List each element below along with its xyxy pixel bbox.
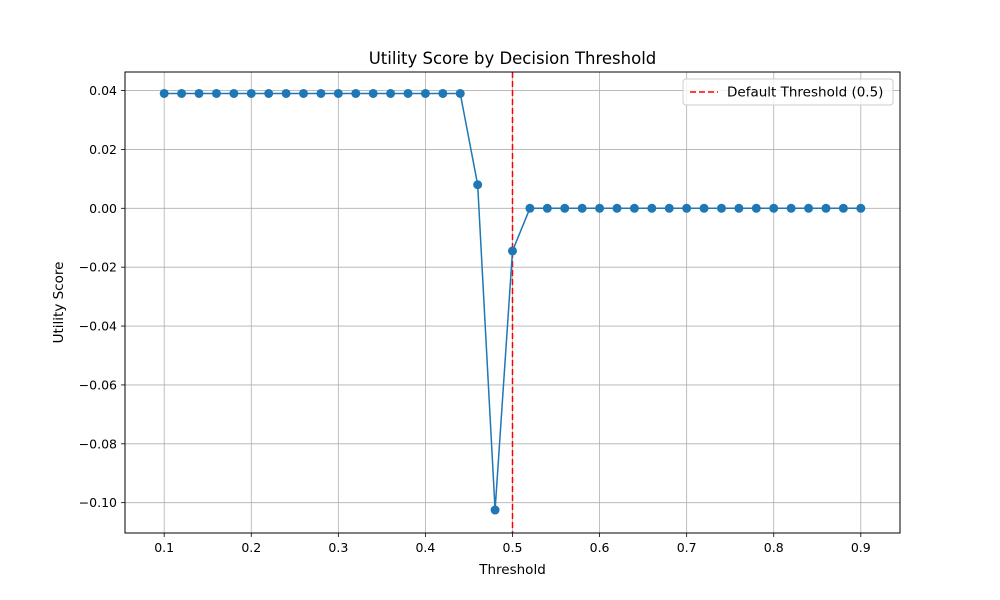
data-point (438, 88, 448, 98)
series-layer (159, 88, 866, 515)
data-point (455, 88, 465, 98)
data-point (281, 88, 291, 98)
y-tick-label: 0.02 (89, 142, 117, 157)
data-point (838, 203, 848, 213)
x-tick-label: 0.1 (154, 540, 174, 555)
data-point (821, 203, 831, 213)
x-tick-label: 0.2 (241, 540, 261, 555)
x-tick-label: 0.9 (851, 540, 871, 555)
y-tick-label: 0.04 (89, 83, 117, 98)
x-tick-label: 0.5 (503, 540, 523, 555)
data-point (490, 505, 500, 515)
data-point (351, 88, 361, 98)
data-point (769, 203, 779, 213)
data-point (159, 88, 169, 98)
data-point (333, 88, 343, 98)
data-point (629, 203, 639, 213)
data-point (229, 88, 239, 98)
chart-title: Utility Score by Decision Threshold (369, 49, 657, 68)
y-tick-label: −0.08 (79, 436, 117, 451)
data-point (211, 88, 221, 98)
data-point (577, 203, 587, 213)
data-point (177, 88, 187, 98)
data-point (647, 203, 657, 213)
y-tick-label: −0.02 (79, 260, 117, 275)
data-point (716, 203, 726, 213)
legend: Default Threshold (0.5) (682, 78, 894, 106)
data-point (560, 203, 570, 213)
x-tick-label: 0.4 (415, 540, 435, 555)
data-point (786, 203, 796, 213)
y-tick-label: −0.10 (79, 495, 117, 510)
data-point (316, 88, 326, 98)
data-point (299, 88, 309, 98)
y-tick-label: 0.00 (89, 201, 117, 216)
data-point (612, 203, 622, 213)
x-tick-label: 0.3 (328, 540, 348, 555)
data-point (751, 203, 761, 213)
data-point (194, 88, 204, 98)
axis-ticks: 0.1 0.2 0.3 0.4 0.5 0.6 0.7 0.8 0.9 0.04 0.02 0.00 −… (79, 83, 871, 555)
data-point (368, 88, 378, 98)
data-point (508, 246, 517, 256)
data-point (699, 203, 709, 213)
x-axis-label: Threshold (478, 562, 546, 578)
x-tick-label: 0.6 (590, 540, 610, 555)
data-point (386, 88, 396, 98)
data-point (525, 203, 535, 213)
x-tick-label: 0.7 (677, 540, 697, 555)
data-point (856, 203, 866, 213)
data-point (246, 88, 256, 98)
data-point (542, 203, 552, 213)
data-point (403, 88, 413, 98)
data-point (473, 180, 483, 190)
y-axis-label: Utility Score (51, 262, 67, 344)
y-tick-label: −0.04 (79, 319, 117, 334)
y-tick-label: −0.06 (79, 377, 117, 392)
x-tick-label: 0.8 (764, 540, 784, 555)
data-point (664, 203, 674, 213)
legend-box (682, 78, 894, 106)
data-point (595, 203, 605, 213)
data-point (804, 203, 814, 213)
legend-label-reference-line: Default Threshold (0.5) (727, 85, 883, 101)
data-point (734, 203, 744, 213)
data-point (682, 203, 692, 213)
data-point (264, 88, 274, 98)
data-point (420, 88, 430, 98)
